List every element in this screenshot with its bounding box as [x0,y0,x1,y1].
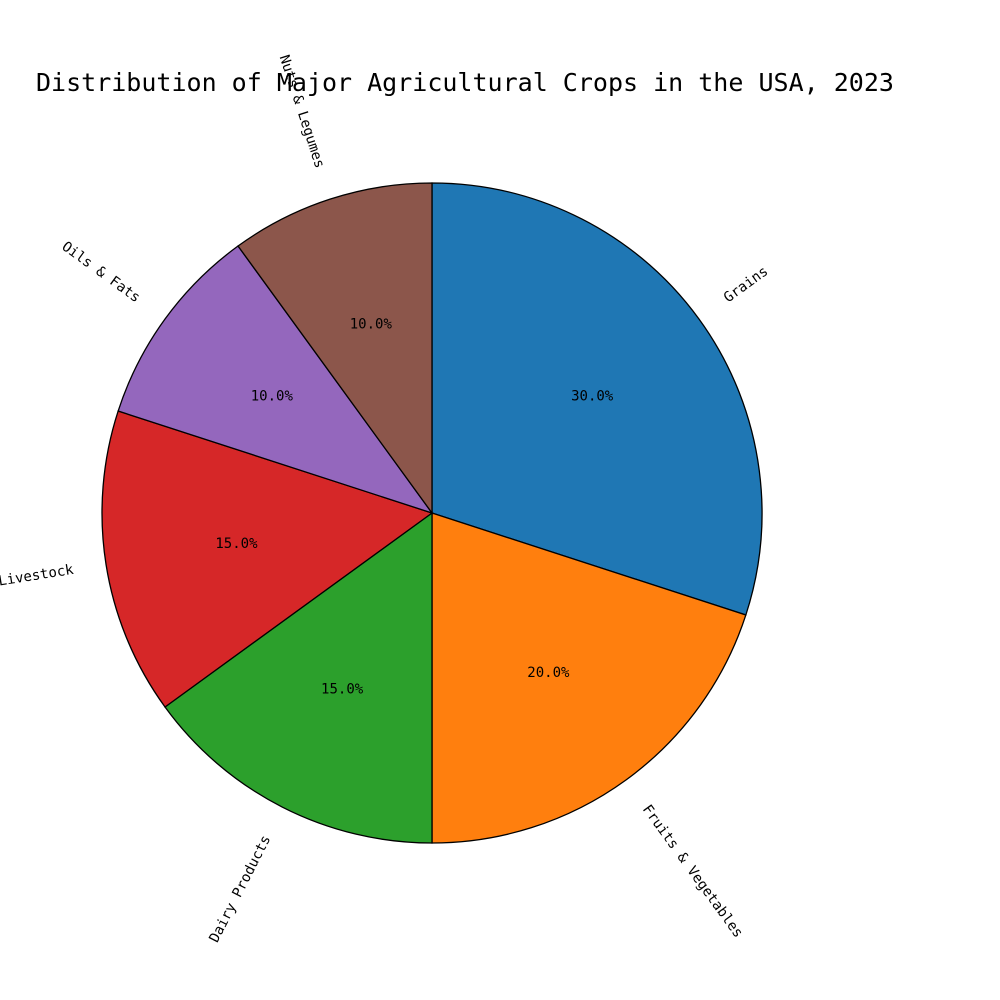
slice-category-label: Poultry & Livestock [0,562,75,603]
slice-percent-label: 10.0% [350,317,393,333]
pie-slice [117,245,434,515]
slice-category-label: Grains [721,263,771,306]
slice-percent-label: 15.0% [215,536,258,552]
pie-slice [431,512,747,844]
pie-slice [431,182,763,616]
slice-percent-label: 10.0% [251,389,294,405]
slice-category-label: Oils & Fats [59,239,143,306]
pie-slice [164,511,433,844]
pie-slice [237,182,433,516]
slice-percent-label: 15.0% [321,681,364,697]
slice-category-label: Dairy Products [206,833,274,945]
slice-category-label: Fruits & Vegetables [639,802,746,941]
chart-title: Distribution of Major Agricultural Crops… [36,68,894,97]
pie-slices [101,182,763,844]
pie-slice [101,410,434,708]
slice-percent-label: 30.0% [571,389,614,405]
slice-percent-label: 20.0% [527,665,570,681]
